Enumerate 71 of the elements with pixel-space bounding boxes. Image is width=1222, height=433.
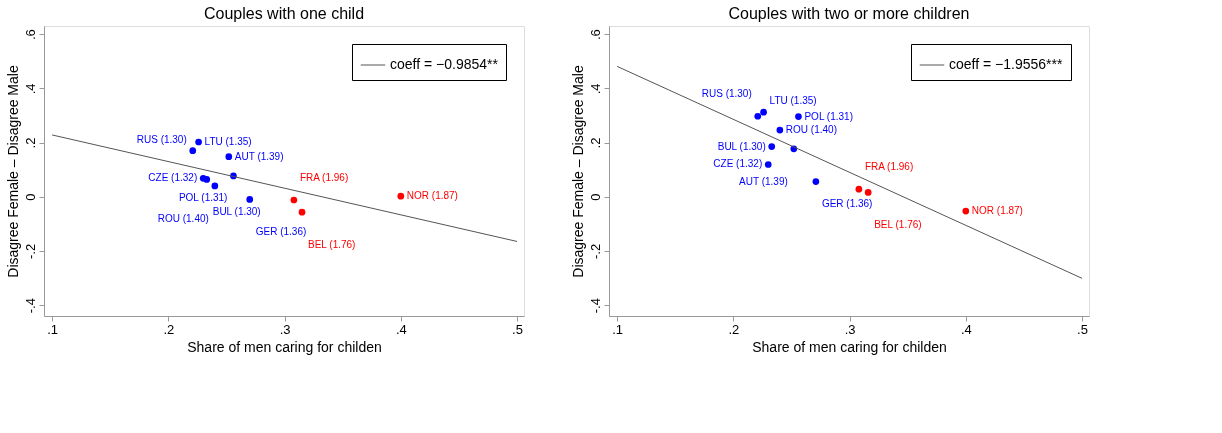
x-tick-label: .2 bbox=[163, 321, 175, 337]
point bbox=[795, 113, 802, 120]
annotation: RUS (1.30) bbox=[136, 133, 187, 145]
annotation: NOR (1.87) bbox=[406, 190, 458, 202]
point bbox=[812, 178, 820, 185]
y-tick-label: -.2 bbox=[587, 243, 603, 260]
annotation: LTU (1.35) bbox=[769, 95, 817, 107]
point bbox=[211, 182, 219, 190]
annotation: BUL (1.30) bbox=[212, 206, 261, 218]
x-tick-label: .5 bbox=[1077, 321, 1088, 337]
point bbox=[195, 138, 202, 146]
annotation: LTU (1.35) bbox=[204, 136, 252, 147]
x-tick-label: .4 bbox=[960, 321, 972, 337]
annotation: GER (1.36) bbox=[821, 197, 873, 209]
annotation: BEL (1.76) bbox=[874, 219, 922, 231]
point bbox=[760, 108, 767, 116]
point bbox=[764, 161, 772, 168]
y-tick-label: .2 bbox=[587, 137, 603, 149]
point bbox=[246, 196, 254, 203]
chart-title: Couples with one child bbox=[203, 5, 365, 22]
x-axis-title: Share of men caring for childen bbox=[752, 338, 947, 355]
point bbox=[962, 207, 970, 215]
x-tick-label: .5 bbox=[512, 321, 523, 337]
y-tick-label: 0 bbox=[587, 193, 603, 201]
annotation: AUT (1.39) bbox=[739, 175, 788, 187]
y-tick-label: -.4 bbox=[587, 298, 603, 314]
x-tick-label: .1 bbox=[47, 321, 59, 337]
annotation: CZE (1.32) bbox=[713, 158, 763, 170]
annotation: FRA (1.96) bbox=[864, 161, 914, 173]
chart-title: Couples with two or more children bbox=[728, 5, 970, 22]
y-tick-label: 0 bbox=[22, 193, 38, 201]
point bbox=[397, 192, 405, 200]
point bbox=[768, 143, 776, 150]
annotation: CZE (1.32) bbox=[148, 172, 198, 184]
y-tick-label: .4 bbox=[22, 83, 38, 95]
y-tick-label: -.2 bbox=[22, 243, 38, 260]
point bbox=[203, 176, 211, 183]
annotation: BEL (1.76) bbox=[308, 239, 356, 251]
x-tick-label: .2 bbox=[728, 321, 740, 337]
point bbox=[864, 189, 872, 196]
y-axis-title: Disagree Female – Disagree Male bbox=[4, 65, 21, 278]
annotation: ROU (1.40) bbox=[157, 212, 209, 224]
annotation: POL (1.31) bbox=[178, 191, 228, 203]
legend-label: coeff = −0.9854** bbox=[390, 56, 499, 72]
legend-label: coeff = −1.9556*** bbox=[949, 56, 1063, 72]
annotation: ROU (1.40) bbox=[785, 124, 837, 136]
y-tick-label: .6 bbox=[22, 29, 38, 41]
point bbox=[225, 153, 233, 160]
annotation: BUL (1.30) bbox=[717, 140, 766, 152]
annotation: POL (1.31) bbox=[804, 110, 853, 122]
x-tick-label: .1 bbox=[612, 321, 624, 337]
point bbox=[298, 208, 306, 216]
annotation: NOR (1.87) bbox=[971, 205, 1023, 217]
point bbox=[855, 185, 863, 193]
y-axis-title: Disagree Female – Disagree Male bbox=[569, 65, 586, 278]
point bbox=[189, 147, 197, 155]
y-tick-label: .6 bbox=[587, 29, 603, 41]
x-tick-label: .3 bbox=[844, 321, 856, 337]
annotation: FRA (1.96) bbox=[299, 172, 349, 183]
y-tick-label: .2 bbox=[22, 137, 38, 149]
annotation: GER (1.36) bbox=[255, 226, 307, 238]
x-axis-title: Share of men caring for childen bbox=[187, 338, 382, 355]
point bbox=[754, 112, 762, 120]
y-tick-label: -.4 bbox=[22, 298, 38, 314]
point bbox=[290, 196, 298, 204]
x-tick-label: .4 bbox=[395, 321, 407, 337]
point bbox=[776, 126, 784, 134]
annotation: RUS (1.30) bbox=[701, 88, 752, 100]
x-tick-label: .3 bbox=[279, 321, 291, 337]
annotation: AUT (1.39) bbox=[234, 150, 284, 162]
y-tick-label: .4 bbox=[587, 83, 603, 95]
